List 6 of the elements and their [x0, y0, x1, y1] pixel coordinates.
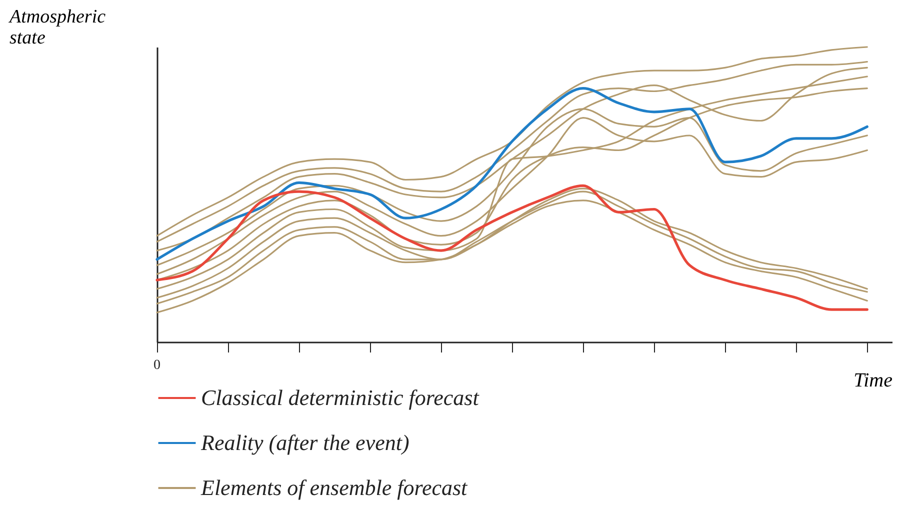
- y-axis-title: Atmospheric state: [8, 6, 106, 48]
- legend-label: Reality (after the event): [200, 430, 410, 455]
- x-axis-title: Time: [854, 370, 893, 392]
- legend-label: Elements of ensemble forecast: [200, 475, 468, 500]
- legend-label: Classical deterministic forecast: [201, 385, 480, 410]
- text: 0: [154, 358, 160, 373]
